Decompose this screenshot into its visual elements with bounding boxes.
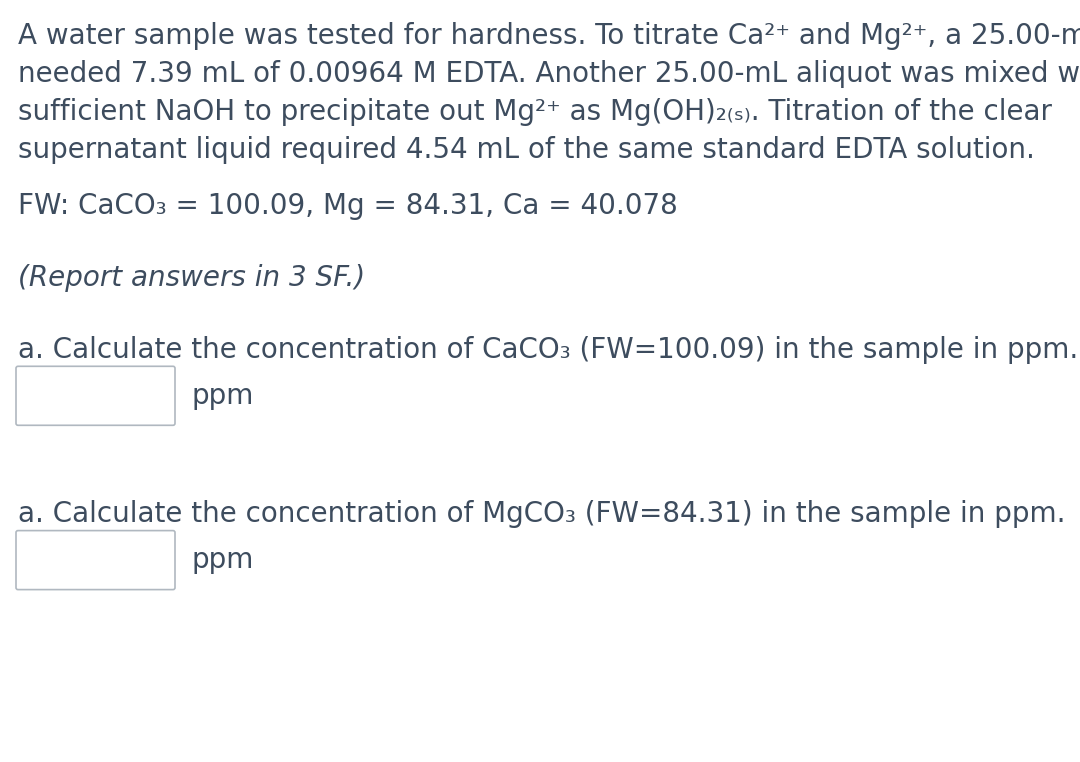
Text: sufficient NaOH to precipitate out Mg²⁺ as Mg(OH)₂₍ₛ₎. Titration of the clear: sufficient NaOH to precipitate out Mg²⁺ … (18, 98, 1052, 126)
Text: a. Calculate the concentration of MgCO₃ (FW=84.31) in the sample in ppm.: a. Calculate the concentration of MgCO₃ … (18, 501, 1066, 528)
Text: needed 7.39 mL of 0.00964 M EDTA. Another 25.00-mL aliquot was mixed with: needed 7.39 mL of 0.00964 M EDTA. Anothe… (18, 60, 1080, 88)
Text: ppm: ppm (191, 546, 254, 574)
Text: a. Calculate the concentration of CaCO₃ (FW=100.09) in the sample in ppm.: a. Calculate the concentration of CaCO₃ … (18, 336, 1078, 364)
Text: A water sample was tested for hardness. To titrate Ca²⁺ and Mg²⁺, a 25.00-mL sam: A water sample was tested for hardness. … (18, 22, 1080, 50)
FancyBboxPatch shape (16, 367, 175, 425)
Text: ppm: ppm (191, 382, 254, 410)
Text: supernatant liquid required 4.54 mL of the same standard EDTA solution.: supernatant liquid required 4.54 mL of t… (18, 136, 1035, 164)
FancyBboxPatch shape (16, 530, 175, 590)
Text: FW: CaCO₃ = 100.09, Mg = 84.31, Ca = 40.078: FW: CaCO₃ = 100.09, Mg = 84.31, Ca = 40.… (18, 192, 678, 220)
Text: (Report answers in 3 SF.): (Report answers in 3 SF.) (18, 264, 365, 292)
